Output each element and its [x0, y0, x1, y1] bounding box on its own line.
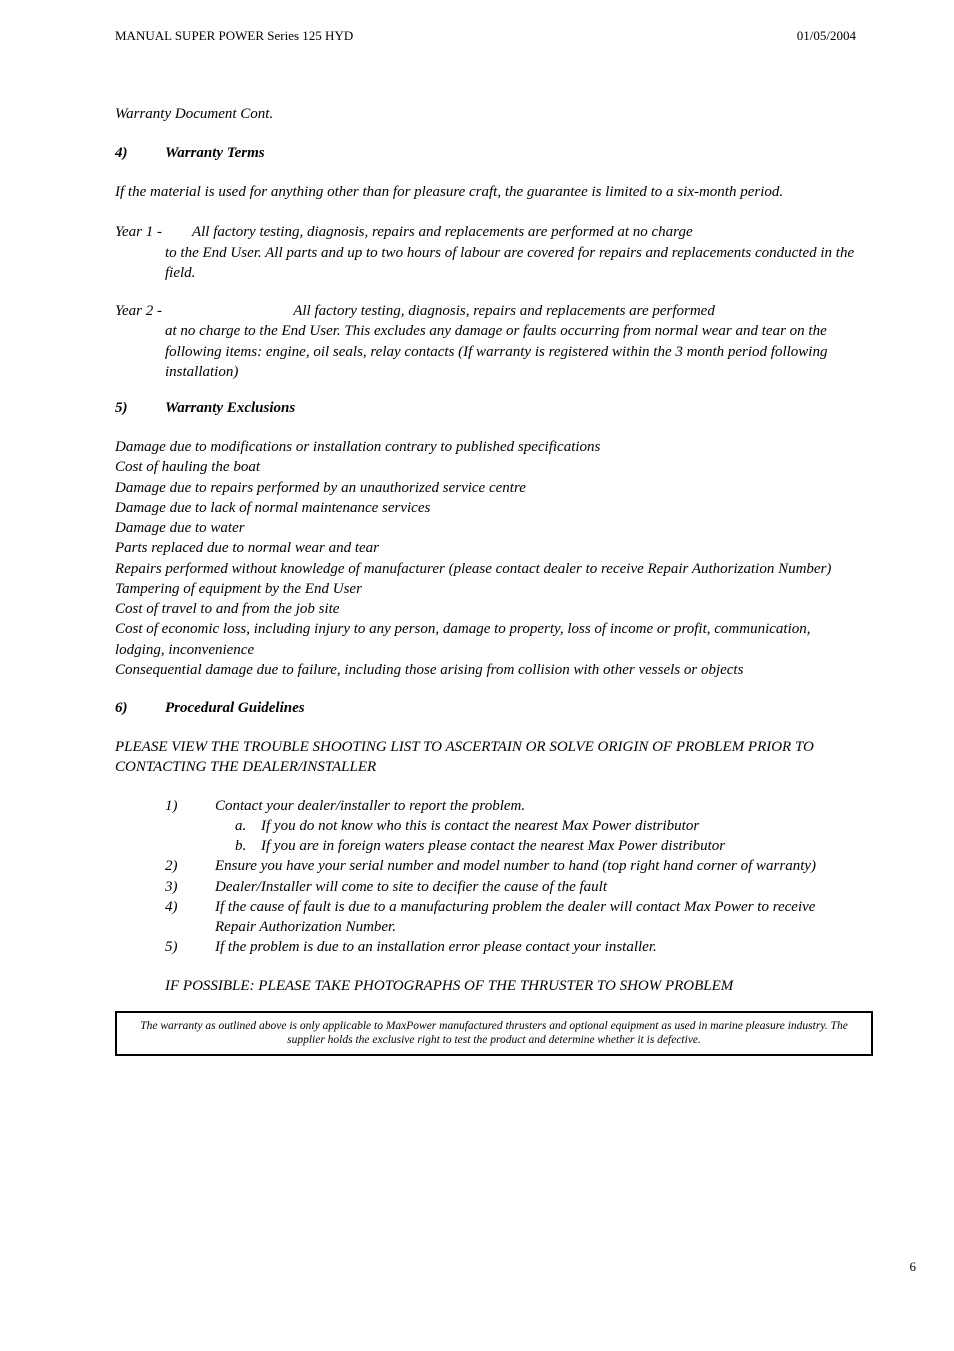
- exclusion-item: Repairs performed without knowledge of m…: [115, 559, 856, 579]
- exclusion-item: Cost of hauling the boat: [115, 457, 856, 477]
- sub-num: a.: [235, 816, 261, 836]
- sub-text: If you are in foreign waters please cont…: [261, 836, 725, 856]
- procedure-step: 2)Ensure you have your serial number and…: [165, 856, 856, 876]
- page-number: 6: [910, 1259, 917, 1275]
- step-num: 2): [165, 856, 215, 876]
- year-2-block: Year 2 - All factory testing, diagnosis,…: [115, 301, 856, 382]
- photo-instruction: IF POSSIBLE: PLEASE TAKE PHOTOGRAPHS OF …: [115, 978, 856, 995]
- sub-text: If you do not know who this is contact t…: [261, 816, 699, 836]
- page-header: MANUAL SUPER POWER Series 125 HYD 01/05/…: [115, 28, 856, 44]
- section-5-title: Warranty Exclusions: [165, 400, 295, 416]
- exclusion-item: Consequential damage due to failure, inc…: [115, 660, 856, 680]
- procedure-list: 1)Contact your dealer/installer to repor…: [115, 796, 856, 958]
- step-text: Dealer/Installer will come to site to de…: [215, 877, 856, 897]
- step-num: 3): [165, 877, 215, 897]
- step-text: If the cause of fault is due to a manufa…: [215, 897, 856, 938]
- exclusion-item: Cost of travel to and from the job site: [115, 599, 856, 619]
- year-2-label: Year 2 -: [115, 301, 162, 321]
- exclusion-item: Tampering of equipment by the End User: [115, 579, 856, 599]
- year-1-inline: All factory testing, diagnosis, repairs …: [192, 224, 693, 240]
- step-num: 1): [165, 796, 215, 816]
- exclusion-item: Parts replaced due to normal wear and te…: [115, 538, 856, 558]
- section-5-num: 5): [115, 400, 165, 417]
- section-6-num: 6): [115, 700, 165, 717]
- continuation-line: Warranty Document Cont.: [115, 106, 856, 123]
- section-4-heading: 4)Warranty Terms: [115, 145, 856, 162]
- year-1-body: to the End User. All parts and up to two…: [115, 243, 856, 284]
- exclusion-item: Damage due to repairs performed by an un…: [115, 478, 856, 498]
- year-2-body: at no charge to the End User. This exclu…: [115, 321, 856, 382]
- procedure-step: 1)Contact your dealer/installer to repor…: [165, 796, 856, 816]
- step-text: Ensure you have your serial number and m…: [215, 856, 856, 876]
- section-4-num: 4): [115, 145, 165, 162]
- sub-num: b.: [235, 836, 261, 856]
- exclusion-item: Damage due to modifications or installat…: [115, 437, 856, 457]
- troubleshoot-note: PLEASE VIEW THE TROUBLE SHOOTING LIST TO…: [115, 737, 856, 778]
- procedure-step: 4)If the cause of fault is due to a manu…: [165, 897, 856, 938]
- step-text: Contact your dealer/installer to report …: [215, 796, 856, 816]
- year-1-block: Year 1 - All factory testing, diagnosis,…: [115, 222, 856, 283]
- sub-step: a.If you do not know who this is contact…: [165, 816, 856, 836]
- year-2-inline: All factory testing, diagnosis, repairs …: [293, 303, 715, 319]
- step-num: 4): [165, 897, 215, 938]
- sub-step: b.If you are in foreign waters please co…: [165, 836, 856, 856]
- exclusion-list: Damage due to modifications or installat…: [115, 437, 856, 680]
- header-left: MANUAL SUPER POWER Series 125 HYD: [115, 28, 353, 44]
- step-num: 5): [165, 937, 215, 957]
- year-1-label: Year 1 -: [115, 222, 162, 242]
- section-4-intro: If the material is used for anything oth…: [115, 182, 856, 202]
- exclusion-item: Damage due to water: [115, 518, 856, 538]
- step-text: If the problem is due to an installation…: [215, 937, 856, 957]
- header-date: 01/05/2004: [797, 28, 856, 44]
- section-6-heading: 6)Procedural Guidelines: [115, 700, 856, 717]
- section-6-title: Procedural Guidelines: [165, 700, 305, 716]
- procedure-step: 5) If the problem is due to an installat…: [165, 937, 856, 957]
- warranty-footer-box: The warranty as outlined above is only a…: [115, 1011, 873, 1057]
- exclusion-item: Cost of economic loss, including injury …: [115, 619, 856, 660]
- procedure-step: 3)Dealer/Installer will come to site to …: [165, 877, 856, 897]
- section-5-heading: 5)Warranty Exclusions: [115, 400, 856, 417]
- section-4-title: Warranty Terms: [165, 145, 265, 161]
- exclusion-item: Damage due to lack of normal maintenance…: [115, 498, 856, 518]
- page-content: MANUAL SUPER POWER Series 125 HYD 01/05/…: [0, 0, 954, 1056]
